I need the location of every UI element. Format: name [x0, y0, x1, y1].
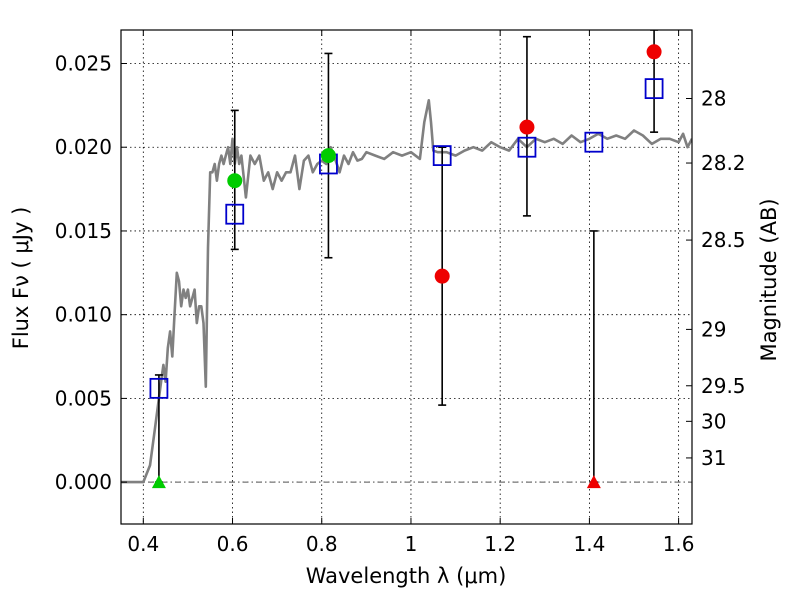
x-tick-label: 0.4	[127, 532, 159, 556]
x-axis-label: Wavelength λ (μm)	[306, 564, 507, 588]
square-marker	[644, 78, 664, 100]
axis-ticks: 0.4 0.6 0.8 1 1.2 1.4 1.6 0.000 0.005 0.010 0.015 0…	[55, 30, 746, 556]
triangle-marker	[586, 475, 601, 489]
y2-tick-label: 30	[701, 409, 726, 433]
x-tick-label: 0.6	[217, 532, 249, 556]
y2-tick-label: 28.2	[701, 151, 746, 175]
square-marker	[432, 145, 452, 166]
template-spectrum	[121, 99, 692, 484]
x-tick-label: 1.6	[663, 532, 695, 556]
circle-marker	[320, 148, 336, 164]
y2-tick-label: 28	[701, 86, 726, 110]
spectrum-line	[121, 99, 692, 484]
y-tick-label: 0.000	[55, 470, 112, 494]
y2-tick-label: 28.5	[701, 228, 746, 252]
y-tick-label: 0.020	[55, 135, 112, 159]
y-tick-label: 0.005	[55, 386, 112, 410]
square-marker	[149, 377, 169, 399]
y2-tick-label: 29	[701, 317, 726, 341]
x-tick-label: 1.4	[573, 532, 605, 556]
square-marker	[225, 203, 245, 225]
x-tick-label: 0.8	[306, 532, 338, 556]
square-marker	[517, 136, 537, 158]
x-tick-label: 1	[405, 532, 418, 556]
x-tick-label: 1.2	[484, 532, 516, 556]
y2-axis-label: Magnitude (AB)	[757, 198, 781, 361]
circle-marker	[227, 173, 243, 189]
y-axis-label: Flux Fν ( μJy )	[9, 207, 33, 350]
square-marker	[584, 131, 604, 153]
plot-frame	[120, 29, 693, 525]
circle-marker	[434, 268, 450, 284]
y2-tick-label: 29.5	[701, 374, 746, 398]
y-tick-label: 0.015	[55, 219, 112, 243]
triangle-marker	[151, 475, 166, 489]
y-tick-label: 0.025	[55, 51, 112, 75]
y2-tick-label: 31	[701, 446, 726, 470]
circle-marker	[646, 44, 662, 60]
y-tick-label: 0.010	[55, 303, 112, 327]
photometry-markers	[149, 44, 664, 489]
circle-marker	[519, 119, 535, 135]
